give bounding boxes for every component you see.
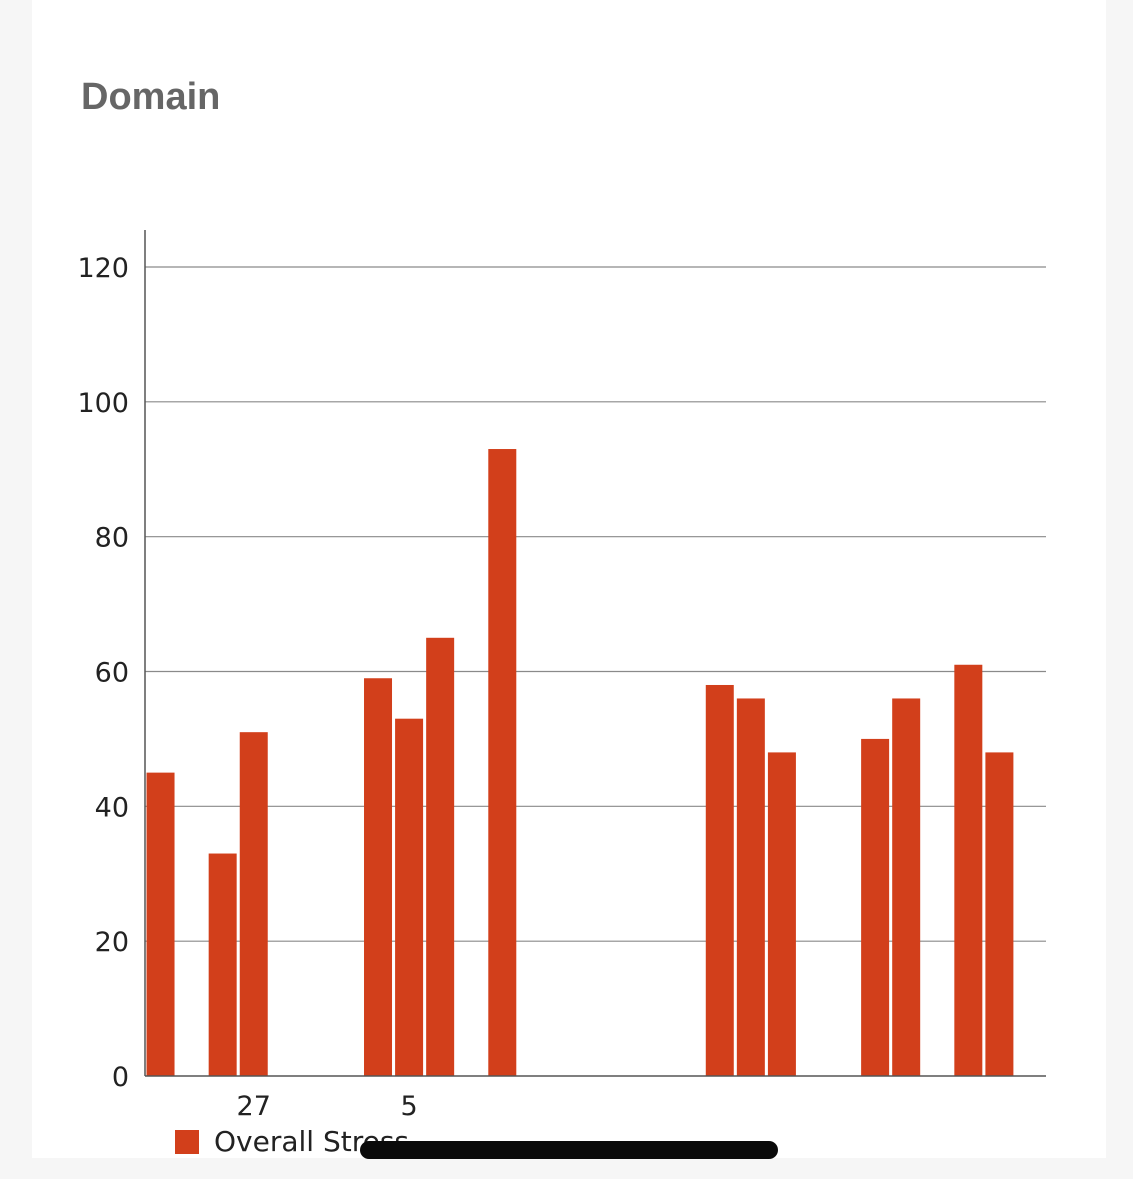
y-tick-label: 80 — [95, 523, 129, 554]
y-tick-label: 100 — [77, 388, 129, 419]
y-tick-label: 60 — [95, 658, 129, 689]
bar — [705, 684, 734, 1076]
y-tick-label: 120 — [77, 253, 129, 284]
legend-swatch — [175, 1129, 199, 1154]
y-tick-label: 20 — [95, 927, 129, 958]
y-tick-label: 0 — [112, 1062, 129, 1093]
bar — [736, 698, 765, 1076]
bar — [364, 678, 393, 1076]
y-tick-label: 40 — [95, 792, 129, 823]
bar — [861, 738, 890, 1076]
x-axis-tick-labels: 27 5 — [237, 1091, 418, 1122]
bar — [426, 637, 455, 1076]
y-axis-tick-labels: 0 20 40 60 80 100 120 — [77, 253, 129, 1093]
bar — [767, 752, 796, 1076]
bar — [985, 752, 1014, 1076]
bar — [954, 664, 983, 1076]
grid-lines — [145, 266, 1046, 942]
bar — [239, 732, 268, 1076]
home-indicator[interactable] — [360, 1141, 778, 1159]
bar — [395, 718, 424, 1076]
bar — [892, 698, 921, 1076]
x-tick-label: 5 — [400, 1091, 417, 1122]
bar — [488, 449, 517, 1076]
bar — [208, 853, 237, 1076]
bars — [146, 449, 1014, 1076]
chart-title: Domain — [81, 76, 221, 118]
bar — [146, 772, 175, 1076]
x-tick-label: 27 — [237, 1091, 271, 1122]
